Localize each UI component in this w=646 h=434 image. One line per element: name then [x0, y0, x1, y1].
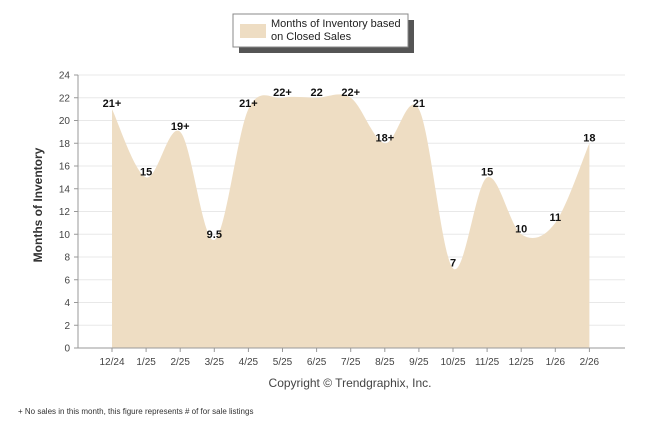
data-label: 18	[583, 132, 595, 144]
x-tick-label: 2/26	[580, 357, 600, 368]
x-tick-label: 1/25	[136, 357, 156, 368]
data-label: 7	[450, 257, 456, 269]
x-tick-label: 2/25	[170, 357, 190, 368]
x-tick-label: 12/25	[509, 357, 534, 368]
footnote: + No sales in this month, this figure re…	[18, 407, 254, 416]
x-tick-labels: 12/24 1/25 2/25 3/25 4/25 5/25 6/25 7/25 8/25 9/2…	[99, 348, 600, 368]
data-label: 15	[140, 166, 152, 178]
data-label: 21	[413, 98, 425, 110]
y-tick-label: 22	[59, 93, 71, 104]
legend-line-2: on Closed Sales	[271, 31, 352, 43]
x-tick-label: 12/24	[99, 357, 124, 368]
data-label: 15	[481, 166, 493, 178]
legend: Months of Inventory based on Closed Sale…	[232, 13, 414, 53]
x-tick-label: 10/25	[440, 357, 465, 368]
copyright-text: Copyright © Trendgraphix, Inc.	[269, 376, 432, 390]
x-tick-label: 3/25	[205, 357, 225, 368]
y-tick-label: 0	[64, 344, 70, 355]
y-tick-label: 24	[59, 71, 71, 82]
x-tick-label: 1/26	[546, 357, 566, 368]
y-tick-label: 16	[59, 162, 71, 173]
y-axis-label: Months of Inventory	[31, 147, 45, 262]
axes	[77, 75, 625, 349]
data-label: 10	[515, 223, 527, 235]
x-tick-label: 6/25	[307, 357, 327, 368]
area-layer	[112, 94, 590, 348]
data-label: 22	[310, 87, 322, 99]
data-labels: 21+ 15 19+ 9.5 21+ 22+ 22 22+ 18+ 21 7 15 10 11 18	[103, 87, 596, 270]
y-tick-label: 6	[64, 275, 70, 286]
data-label: 18+	[375, 132, 394, 144]
y-tick-label: 2	[64, 321, 70, 332]
data-label: 9.5	[207, 229, 222, 241]
x-tick-label: 4/25	[239, 357, 259, 368]
x-tick-label: 9/25	[409, 357, 429, 368]
legend-swatch	[240, 24, 266, 38]
y-tick-label: 4	[64, 298, 70, 309]
data-label: 22+	[273, 87, 292, 99]
y-tick-label: 12	[59, 207, 71, 218]
data-label: 22+	[341, 87, 360, 99]
data-label: 21+	[103, 98, 122, 110]
y-tick-label: 18	[59, 139, 71, 150]
x-tick-label: 8/25	[375, 357, 395, 368]
y-tick-label: 14	[59, 184, 71, 195]
y-tick-label: 20	[59, 116, 71, 127]
x-tick-label: 11/25	[475, 357, 500, 368]
data-label: 21+	[239, 98, 258, 110]
x-tick-label: 7/25	[341, 357, 361, 368]
data-label: 19+	[171, 121, 190, 133]
y-tick-label: 8	[64, 253, 70, 264]
data-label: 11	[549, 212, 561, 224]
area-series	[112, 94, 590, 348]
y-tick-label: 10	[59, 230, 71, 241]
x-tick-label: 5/25	[273, 357, 293, 368]
legend-line-1: Months of Inventory based	[271, 18, 401, 30]
